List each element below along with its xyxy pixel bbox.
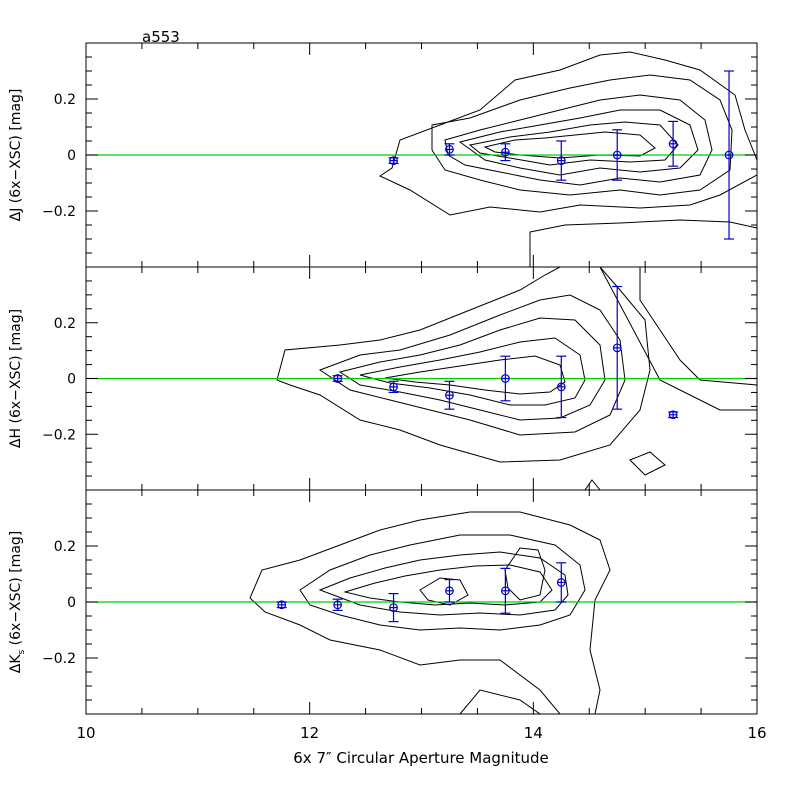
y-tick-label: 0.2 xyxy=(54,92,76,108)
density-contour xyxy=(249,511,611,715)
x-tick-label: 10 xyxy=(76,724,95,742)
density-contour xyxy=(529,219,758,268)
data-point xyxy=(668,120,679,167)
density-contour xyxy=(599,266,758,411)
density-contour xyxy=(458,109,699,176)
density-contour xyxy=(483,131,656,159)
y-tick-label: 0 xyxy=(67,595,76,611)
density-contour xyxy=(378,51,758,216)
y-axis-label: ΔH (6x−XSC) [mag] xyxy=(8,309,24,448)
y-axis-label: ΔKs (6x−XSC) [mag] xyxy=(8,531,27,674)
x-axis-label: 6x 7″ Circular Aperture Magnitude xyxy=(293,749,549,767)
density-contour xyxy=(629,451,666,476)
density-contour xyxy=(444,94,713,186)
y-tick-label: 0 xyxy=(67,148,76,164)
y-axis-label: ΔJ (6x−XSC) [mag] xyxy=(8,89,24,222)
density-contour xyxy=(468,121,679,166)
y-tick-label: 0 xyxy=(67,372,76,388)
panels-layer: 0.2 0 −0.2 ΔJ (6x−XSC) [mag] 0.2 0 −0.2 ΔH (6x−… xyxy=(8,42,767,742)
data-point xyxy=(612,285,623,410)
data-point xyxy=(612,129,623,181)
density-contour xyxy=(338,317,606,421)
data-point xyxy=(444,578,455,603)
panel-1: 0.2 0 −0.2 ΔJ (6x−XSC) [mag] xyxy=(8,42,758,268)
density-contour xyxy=(504,547,546,601)
data-point xyxy=(444,380,455,410)
data-point xyxy=(556,562,567,603)
data-point xyxy=(332,374,343,383)
density-contour xyxy=(431,74,733,196)
y-tick-label: 0.2 xyxy=(54,539,76,555)
data-point xyxy=(276,600,287,610)
density-contour xyxy=(343,564,553,606)
data-point xyxy=(724,70,735,240)
data-point xyxy=(332,598,343,612)
density-contour xyxy=(419,577,469,606)
data-point xyxy=(388,156,399,166)
density-contour xyxy=(359,337,586,406)
data-point xyxy=(444,143,455,156)
density-contour xyxy=(458,689,542,715)
density-contour xyxy=(384,355,566,395)
x-tick-label: 14 xyxy=(524,724,543,742)
density-contour xyxy=(584,479,602,491)
y-tick-label: −0.2 xyxy=(42,651,76,667)
data-point xyxy=(500,143,511,162)
data-point xyxy=(388,380,399,394)
data-point xyxy=(668,410,679,420)
density-contour xyxy=(318,294,626,436)
data-point xyxy=(500,567,511,614)
x-tick-label: 12 xyxy=(300,724,319,742)
chart-title: a553 xyxy=(142,28,180,46)
data-point xyxy=(388,592,399,623)
y-tick-label: −0.2 xyxy=(42,427,76,443)
data-point xyxy=(556,355,567,419)
x-tick-label: 16 xyxy=(747,724,766,742)
contours-layer xyxy=(249,51,758,715)
density-contour xyxy=(318,551,569,616)
y-tick-label: 0.2 xyxy=(54,316,76,332)
data-point xyxy=(500,355,511,402)
y-tick-label: −0.2 xyxy=(42,204,76,220)
data-point xyxy=(556,140,567,181)
panel-3: 0.2 0 −0.2 ΔKs (6x−XSC) [mag] xyxy=(8,489,758,715)
density-contour xyxy=(276,266,651,463)
panel-2: 0.2 0 −0.2 ΔH (6x−XSC) [mag] xyxy=(8,266,758,491)
